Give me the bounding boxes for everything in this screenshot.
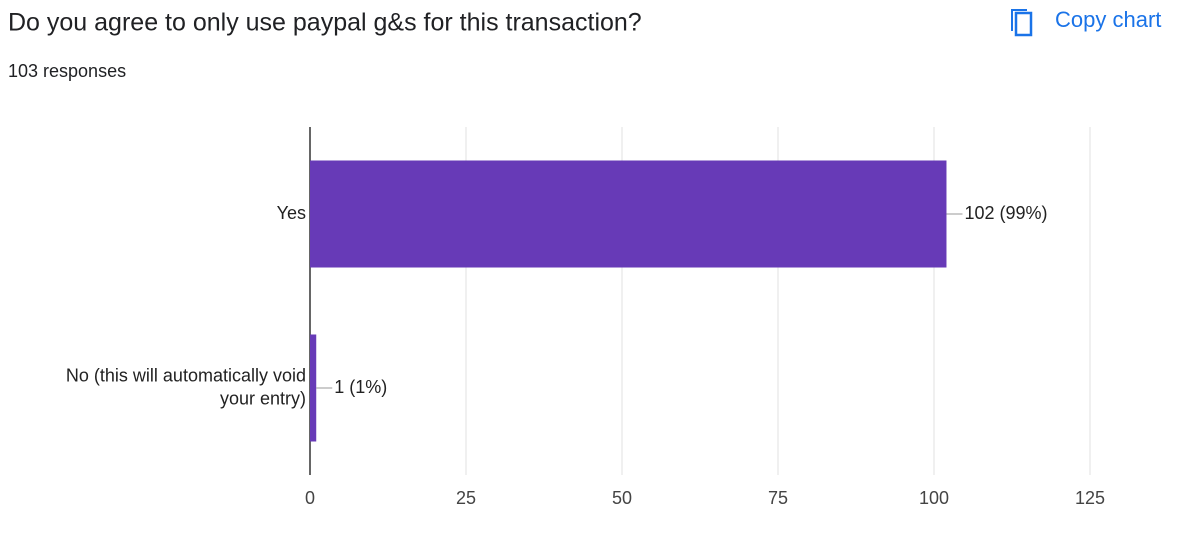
x-tick-label: 0	[305, 488, 315, 508]
copy-icon-front	[1014, 11, 1033, 37]
x-tick-label: 75	[768, 488, 788, 508]
chart-title: Do you agree to only use paypal g&s for …	[8, 9, 642, 37]
x-tick-label: 50	[612, 488, 632, 508]
bar	[310, 334, 317, 442]
bar	[310, 160, 947, 268]
value-label: 1 (1%)	[334, 377, 387, 397]
copy-chart-label[interactable]: Copy chart	[1055, 7, 1161, 32]
x-tick-label: 100	[919, 488, 949, 508]
x-tick-label: 25	[456, 488, 476, 508]
copy-chart-button[interactable]: Copy chart	[998, 2, 1194, 42]
x-tick-label: 125	[1075, 488, 1105, 508]
copy-icon-back	[1011, 9, 1027, 31]
y-tick-label: No (this will automatically void your en…	[66, 365, 306, 408]
value-label: 102 (99%)	[964, 203, 1047, 223]
y-tick-label: Yes	[277, 203, 306, 223]
chart-subtitle: 103 responses	[8, 61, 126, 81]
